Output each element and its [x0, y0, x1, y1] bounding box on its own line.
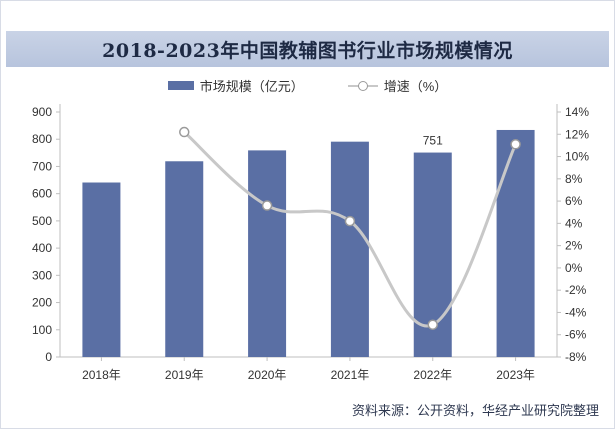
x-axis-tick-label: 2019年	[165, 368, 204, 382]
right-axis-tick-label: 6%	[565, 194, 583, 208]
growth-point	[427, 319, 438, 330]
left-axis-tick-label: 0	[45, 350, 52, 364]
left-axis-tick-label: 400	[32, 241, 52, 255]
right-axis-tick-label: -2%	[565, 283, 587, 297]
right-axis-tick-label: 4%	[565, 216, 583, 230]
right-axis-tick-label: -4%	[565, 305, 587, 319]
right-axis-tick-label: 0%	[565, 261, 583, 275]
left-axis-tick-label: 700	[32, 159, 52, 173]
bar	[248, 150, 287, 357]
chart-title-bar: 2018-2023年中国教辅图书行业市场规模情况	[6, 31, 609, 67]
growth-point	[179, 126, 190, 138]
chart-title: 2018-2023年中国教辅图书行业市场规模情况	[102, 39, 513, 62]
legend-item-market-size: 市场规模（亿元）	[167, 76, 304, 95]
x-axis-tick-label: 2018年	[82, 368, 121, 382]
growth-point	[344, 215, 356, 227]
legend-line-label: 增速（%）	[383, 79, 448, 94]
x-axis-tick-label: 2023年	[496, 368, 535, 382]
left-axis-tick-label: 900	[32, 105, 52, 119]
left-axis-tick-label: 800	[32, 132, 52, 146]
right-axis-tick-label: 10%	[565, 150, 589, 164]
left-axis-tick-label: 100	[32, 323, 52, 337]
right-axis-tick-label: 2%	[565, 239, 583, 253]
chart-legend: 市场规模（亿元） 增速（%）	[0, 76, 615, 95]
x-axis-tick-label: 2020年	[248, 368, 287, 382]
bar	[496, 129, 535, 357]
right-axis-tick-label: 8%	[565, 172, 583, 186]
left-axis-tick-label: 500	[32, 214, 52, 228]
x-axis-tick-label: 2022年	[413, 368, 452, 382]
bar	[165, 161, 204, 357]
right-axis-tick-label: -6%	[565, 328, 587, 342]
x-axis-tick-label: 2021年	[331, 368, 370, 382]
legend-line-swatch	[347, 80, 378, 91]
right-axis-tick-label: -8%	[565, 350, 587, 364]
right-axis-tick-label: 14%	[565, 105, 589, 119]
legend-bar-label: 市场规模（亿元）	[199, 79, 304, 94]
legend-bar-swatch	[167, 81, 194, 90]
growth-line	[183, 130, 517, 328]
bar	[82, 182, 121, 357]
growth-point	[261, 200, 273, 211]
legend-item-growth: 增速（%）	[347, 76, 448, 95]
growth-point	[510, 139, 521, 150]
left-axis-tick-label: 300	[32, 268, 52, 282]
source-note: 资料来源：公开资料，华经产业研究院整理	[351, 403, 599, 418]
bar-data-label: 751	[423, 134, 443, 148]
bar	[330, 141, 369, 357]
right-axis-tick-label: 12%	[565, 127, 589, 141]
left-axis-tick-label: 600	[32, 187, 52, 201]
left-axis-tick-label: 200	[32, 296, 52, 310]
